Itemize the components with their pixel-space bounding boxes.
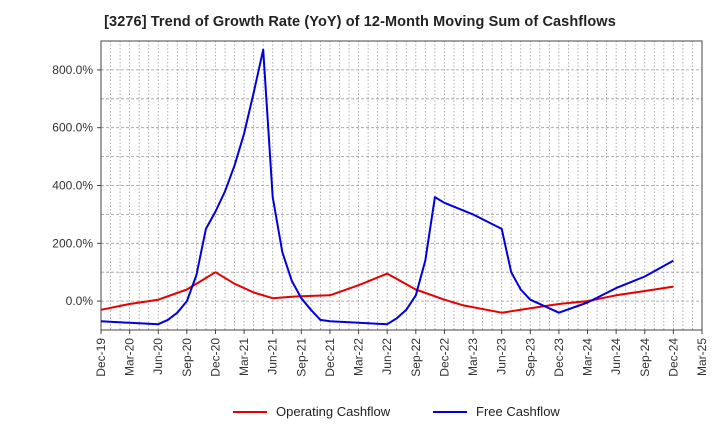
x-tick-label: Jun-21 <box>266 338 280 375</box>
x-tick-label: Jun-20 <box>151 338 165 375</box>
legend-label: Free Cashflow <box>476 404 560 419</box>
x-tick-label: Mar-21 <box>237 338 251 376</box>
x-tick-label: Dec-19 <box>94 338 108 377</box>
x-tick-label: Mar-22 <box>352 338 366 376</box>
x-tick-label: Mar-24 <box>581 338 595 376</box>
y-tick-label: 0.0% <box>66 294 94 308</box>
x-tick-label: Sep-21 <box>294 338 308 377</box>
x-tick-label: Sep-22 <box>409 338 423 377</box>
x-tick-label: Jun-24 <box>609 338 623 375</box>
x-tick-label: Sep-23 <box>523 338 537 377</box>
series-line-operating-cashflow <box>100 271 674 314</box>
x-tick-label: Mar-23 <box>466 338 480 376</box>
series-line-free-cashflow <box>100 48 674 326</box>
legend-label: Operating Cashflow <box>276 404 391 419</box>
y-tick-label: 200.0% <box>52 236 93 250</box>
series-layer <box>100 48 674 326</box>
axis-layer: 0.0% 200.0% 400.0% 600.0% 800.0% Dec-19 Mar-20… <box>52 40 709 377</box>
legend-item-operating-cashflow: Operating Cashflow <box>233 404 390 419</box>
x-tick-label: Dec-22 <box>437 338 451 377</box>
y-tick-label: 600.0% <box>52 121 93 135</box>
grid-layer <box>101 41 702 330</box>
chart-title: [3276] Trend of Growth Rate (YoY) of 12-… <box>104 14 616 30</box>
x-tick-label: Dec-21 <box>323 338 337 377</box>
x-tick-label: Sep-20 <box>180 338 194 377</box>
x-tick-label: Mar-20 <box>123 338 137 376</box>
x-tick-label: Dec-24 <box>666 338 680 377</box>
x-tick-label: Jun-22 <box>380 338 394 375</box>
y-tick-label: 400.0% <box>52 179 93 193</box>
x-tick-label: Dec-23 <box>552 338 566 377</box>
y-tick-label: 800.0% <box>52 63 93 77</box>
legend-swatch <box>433 410 467 413</box>
x-tick-label: Dec-20 <box>208 338 222 377</box>
x-tick-label: Sep-24 <box>638 338 652 377</box>
legend-swatch <box>233 410 267 413</box>
legend-item-free-cashflow: Free Cashflow <box>433 404 560 419</box>
x-tick-label: Jun-23 <box>495 338 509 375</box>
x-tick-label: Mar-25 <box>695 338 709 376</box>
legend: Operating Cashflow Free Cashflow <box>0 404 720 426</box>
